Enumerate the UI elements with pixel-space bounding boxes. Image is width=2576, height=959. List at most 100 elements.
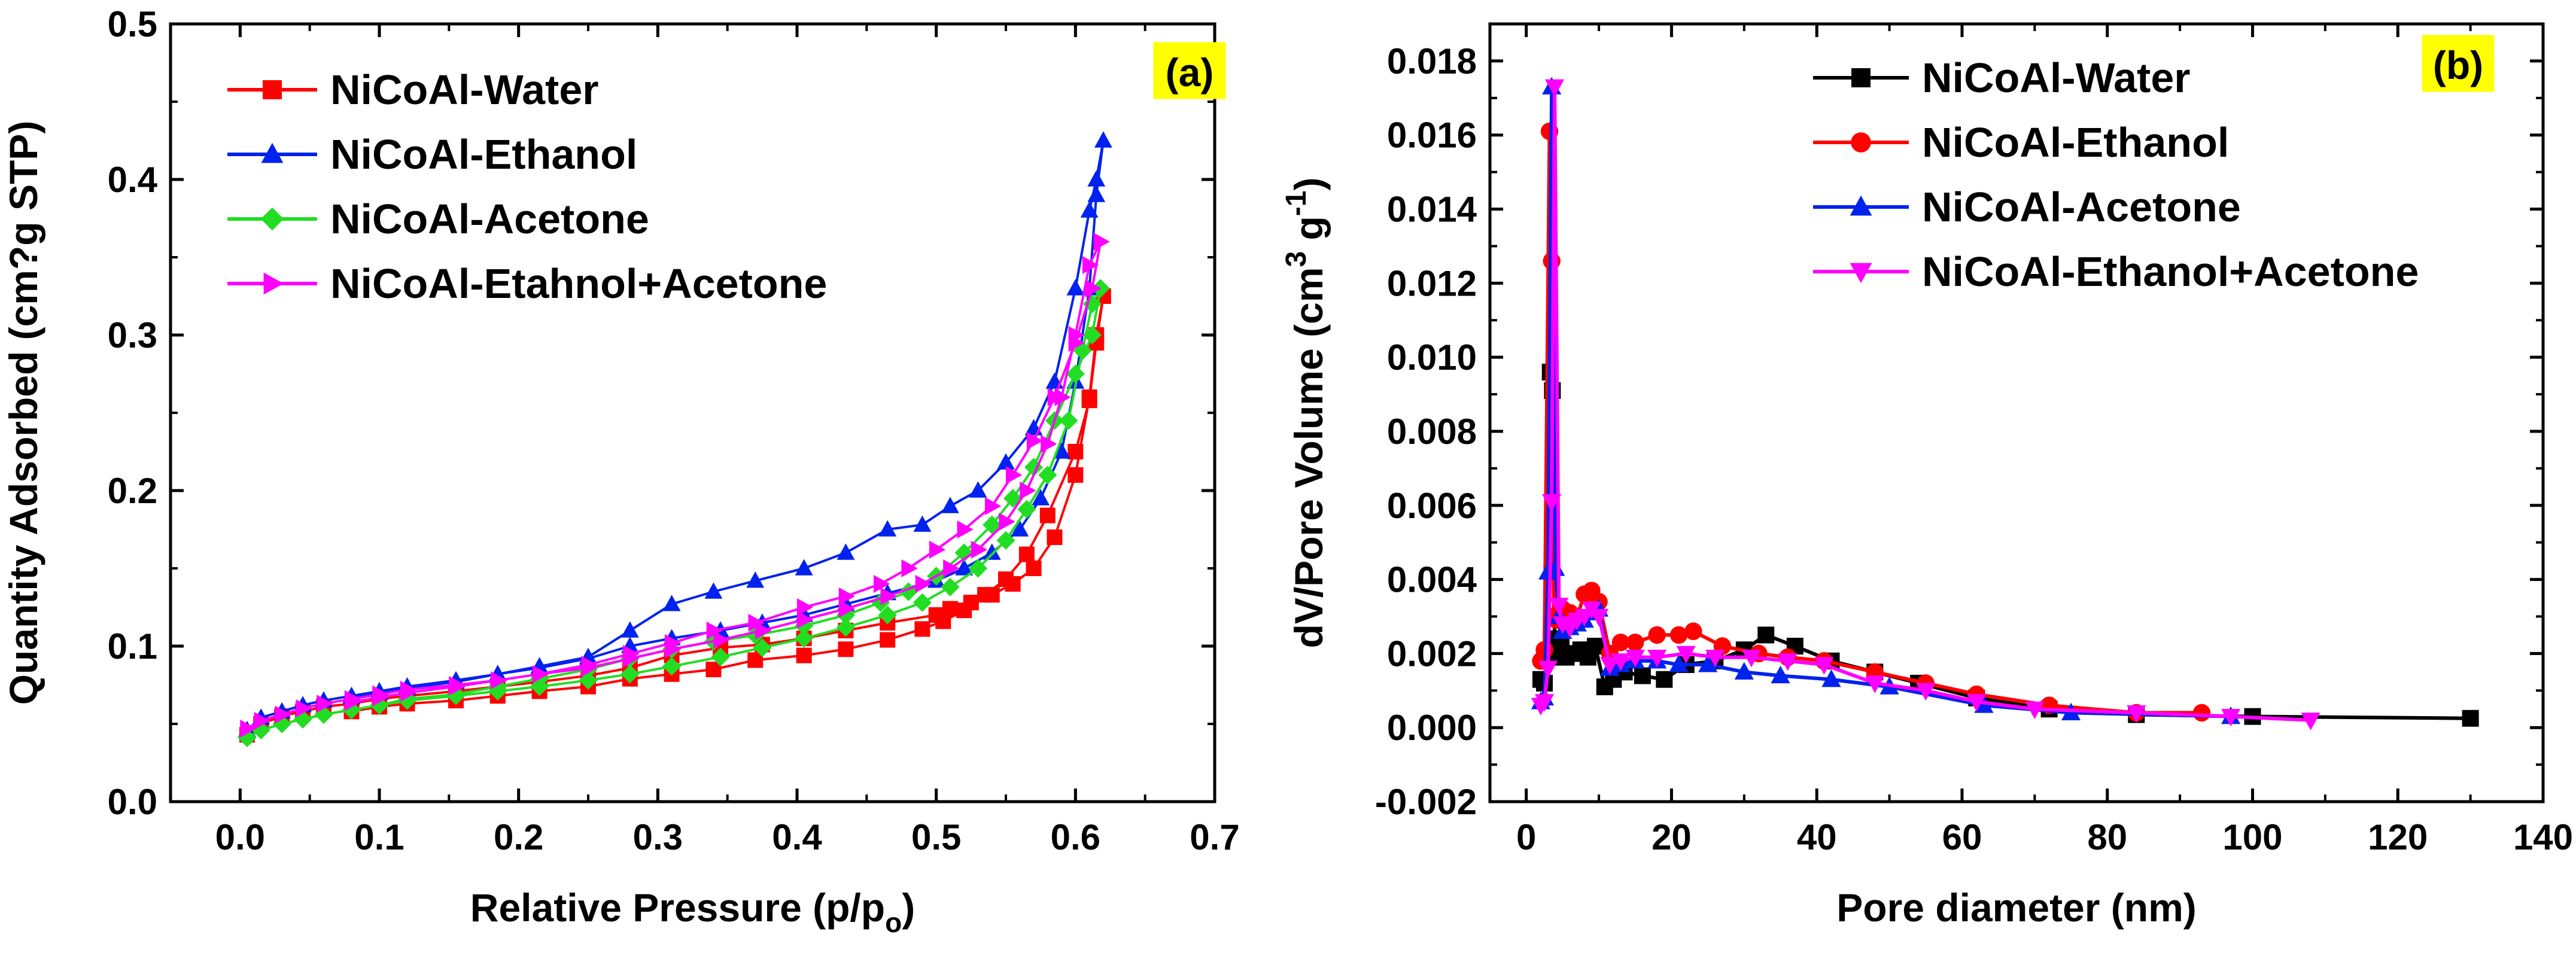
- data-point: [317, 695, 333, 713]
- y-tick-label: 0.3: [108, 315, 157, 355]
- data-point: [1611, 653, 1631, 671]
- data-point: [1047, 388, 1065, 406]
- data-point: [941, 497, 959, 513]
- data-point: [2025, 701, 2045, 720]
- data-point: [1821, 669, 1841, 687]
- series-nicoal-acetone: [1531, 77, 2241, 724]
- series-line: [1539, 85, 2311, 722]
- legend-label: NiCoAl-Etahnol+Acetone: [330, 260, 827, 307]
- data-point: [1656, 671, 1673, 688]
- data-point: [1684, 622, 1702, 640]
- legend-label: NiCoAl-Ethanol: [330, 131, 637, 178]
- data-point: [2221, 709, 2241, 727]
- x-tick-label: 140: [2513, 817, 2573, 857]
- data-point: [1589, 608, 1609, 627]
- data-point: [1648, 626, 1666, 644]
- data-point: [969, 481, 987, 498]
- data-point: [996, 531, 1015, 550]
- data-point: [1080, 201, 1099, 218]
- data-point: [713, 631, 730, 649]
- data-point: [1003, 489, 1023, 508]
- data-point: [880, 587, 897, 605]
- y-axis-label: dV/Pore Volume (cm3 g-1): [1281, 178, 1331, 649]
- data-point: [1082, 325, 1102, 345]
- data-point: [957, 520, 974, 538]
- x-tick-label: 120: [2368, 817, 2428, 857]
- legend-label: NiCoAl-Acetone: [330, 196, 649, 242]
- data-point: [240, 719, 257, 738]
- data-point: [621, 621, 639, 638]
- panel-label: (a): [1166, 50, 1214, 95]
- legend-marker: [1850, 263, 1872, 284]
- x-tick-label: 0.7: [1190, 817, 1239, 857]
- data-point: [1916, 683, 1936, 701]
- x-tick-label: 0: [1516, 817, 1536, 857]
- data-point: [836, 605, 856, 625]
- data-point: [977, 587, 993, 603]
- data-point: [999, 513, 1015, 531]
- x-tick-label: 0.6: [1051, 817, 1100, 857]
- data-point: [2462, 710, 2479, 727]
- legend-marker: [263, 272, 284, 295]
- data-point: [955, 559, 974, 576]
- x-tick-label: 0.2: [494, 817, 543, 857]
- data-point: [1771, 665, 1790, 684]
- data-point: [1626, 634, 1644, 651]
- data-point: [746, 571, 765, 588]
- legend-marker: [263, 80, 282, 99]
- data-point: [1041, 435, 1057, 453]
- data-point: [1011, 520, 1029, 537]
- x-tick-label: 80: [2087, 817, 2127, 857]
- data-point: [913, 593, 932, 612]
- data-point: [901, 559, 918, 577]
- x-axis-label: Relative Pressure (p/po): [470, 885, 915, 938]
- data-point: [1059, 411, 1078, 430]
- data-point: [1032, 489, 1050, 506]
- data-point: [880, 632, 896, 648]
- data-point: [929, 540, 946, 559]
- data-point: [1634, 667, 1651, 684]
- y-tick-label: 0.004: [1387, 560, 1477, 600]
- data-point: [968, 559, 988, 578]
- legend-marker: [261, 142, 284, 163]
- data-point: [796, 610, 814, 629]
- data-point: [579, 671, 598, 690]
- data-point: [1538, 660, 1558, 678]
- x-tick-label: 100: [2222, 817, 2282, 857]
- data-point: [838, 599, 856, 618]
- data-point: [971, 540, 988, 559]
- data-point: [1611, 634, 1630, 651]
- data-point: [1005, 466, 1023, 484]
- y-tick-label: 0.010: [1387, 337, 1477, 377]
- data-point: [997, 453, 1015, 470]
- legend-marker: [260, 207, 284, 231]
- data-point: [1734, 662, 1754, 680]
- data-point: [838, 587, 856, 605]
- data-point: [1778, 653, 1798, 671]
- data-point: [1549, 598, 1569, 616]
- data-point: [1053, 442, 1071, 459]
- data-point: [1865, 675, 1885, 693]
- data-point: [621, 665, 640, 684]
- legend-marker: [1850, 195, 1872, 216]
- y-tick-label: 0.2: [108, 471, 157, 511]
- legend-marker: [1851, 68, 1871, 87]
- chart-panel-b: 0 20 40 60 80 100 120 140 -0.002 0.000 0.002 0.004 0…: [1281, 22, 2573, 930]
- data-point: [623, 645, 640, 663]
- data-point: [296, 699, 312, 717]
- data-point: [1087, 185, 1106, 202]
- data-point: [1026, 431, 1044, 450]
- data-point: [272, 714, 291, 733]
- data-point: [836, 618, 856, 637]
- x-tick-label: 60: [1942, 817, 1982, 857]
- y-tick-label: 0.014: [1387, 190, 1477, 230]
- y-tick-label: -0.002: [1375, 782, 1477, 822]
- data-point: [662, 595, 681, 611]
- y-tick-label: 0.0: [108, 782, 157, 822]
- data-point: [914, 621, 930, 637]
- data-point: [532, 665, 549, 683]
- data-point: [943, 559, 960, 577]
- data-point: [344, 693, 361, 711]
- x-tick-label: 0.1: [354, 817, 404, 857]
